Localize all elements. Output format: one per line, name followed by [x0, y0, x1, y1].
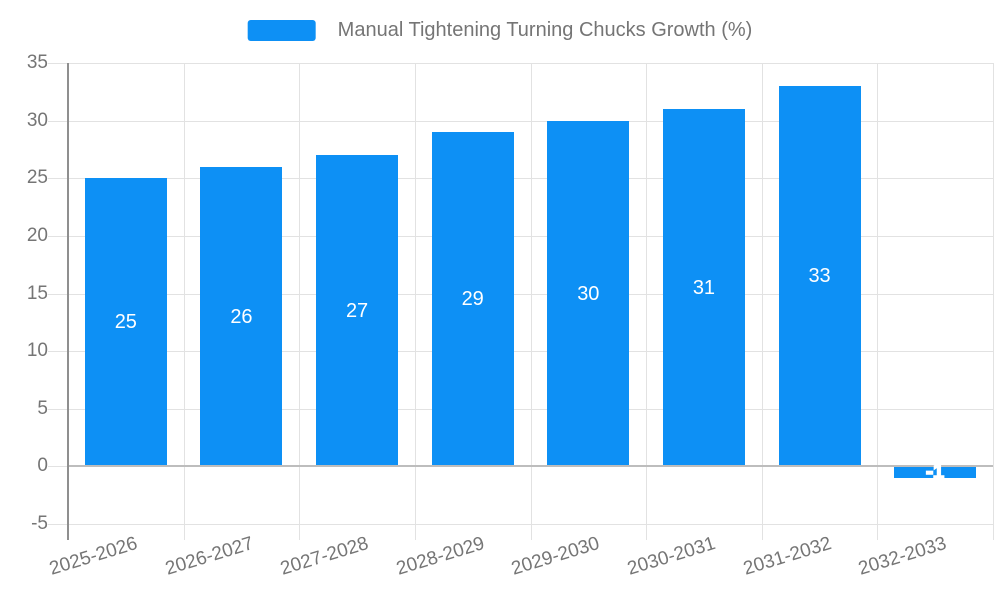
bar-2028-2029[interactable] [431, 132, 514, 467]
x-axis-tick [646, 524, 648, 540]
y-axis-label: 20 [26, 224, 48, 246]
y-axis-label: -5 [31, 513, 48, 534]
x-axis-label: 2027-2028 [278, 533, 372, 580]
y-axis-label: 10 [26, 340, 48, 362]
x-axis-label: 2029-2030 [509, 533, 603, 580]
x-axis-tick [530, 524, 532, 540]
bar-2027-2028[interactable] [316, 155, 399, 467]
legend-swatch [247, 20, 316, 41]
gridline-vertical [299, 63, 301, 524]
y-axis-label: 5 [37, 397, 48, 419]
y-axis-tick [48, 524, 68, 525]
chart-legend[interactable]: Manual Tightening Turning Chucks Growth … [247, 19, 753, 42]
bar-value-label: 27 [345, 299, 369, 322]
gridline-vertical [530, 63, 532, 524]
legend-label: Manual Tightening Turning Chucks Growth … [337, 19, 753, 41]
y-axis-label: 0 [37, 455, 48, 477]
y-axis-tick [48, 120, 68, 122]
x-axis-label: 2031-2032 [740, 533, 834, 580]
y-axis-tick [48, 178, 68, 180]
y-axis-tick [48, 351, 68, 353]
x-axis-tick [299, 524, 301, 540]
y-axis-tick [48, 293, 68, 295]
y-axis-tick [48, 63, 68, 64]
x-axis-tick [414, 524, 416, 540]
x-axis-tick [183, 524, 185, 540]
bar-2026-2027[interactable] [200, 166, 283, 467]
bar-2025-2026[interactable] [84, 178, 167, 467]
x-axis-label: 2030-2031 [625, 533, 719, 580]
x-axis-label: 2028-2029 [393, 533, 487, 580]
x-axis-label: 2026-2027 [162, 533, 256, 580]
gridline-vertical [183, 63, 185, 524]
bar-2031-2032[interactable] [778, 86, 861, 467]
gridline-vertical [877, 63, 879, 524]
bar-2029-2030[interactable] [547, 120, 630, 467]
y-axis-label: 15 [26, 282, 48, 304]
bar-value-label: 25 [114, 311, 137, 334]
bar-value-label: 30 [577, 282, 600, 305]
bar-value-label: 29 [461, 288, 484, 311]
bar-value-label: 33 [808, 265, 831, 288]
x-axis-tick [761, 524, 763, 540]
y-axis-label: 30 [26, 109, 48, 131]
bar-value-label: 31 [692, 276, 716, 299]
bar-value-label: -1 [925, 461, 945, 484]
x-axis-label: 2025-2026 [46, 533, 140, 580]
y-axis-label: 35 [26, 52, 48, 73]
y-axis-line [67, 63, 69, 540]
y-axis-tick [48, 466, 68, 468]
gridline-vertical [646, 63, 648, 524]
gridline-vertical [414, 63, 416, 524]
x-axis-tick [993, 524, 994, 540]
gridline-vertical [993, 63, 994, 524]
y-axis-tick [48, 408, 68, 410]
x-axis-tick [877, 524, 879, 540]
bar-value-label: 26 [230, 305, 253, 328]
gridline-vertical [761, 63, 763, 524]
zero-line [68, 465, 993, 468]
bar-2030-2031[interactable] [662, 109, 745, 467]
y-axis-tick [48, 235, 68, 237]
x-axis-label: 2032-2033 [856, 533, 950, 580]
y-axis-label: 25 [26, 167, 48, 189]
bar-2032-2033[interactable] [894, 466, 977, 478]
